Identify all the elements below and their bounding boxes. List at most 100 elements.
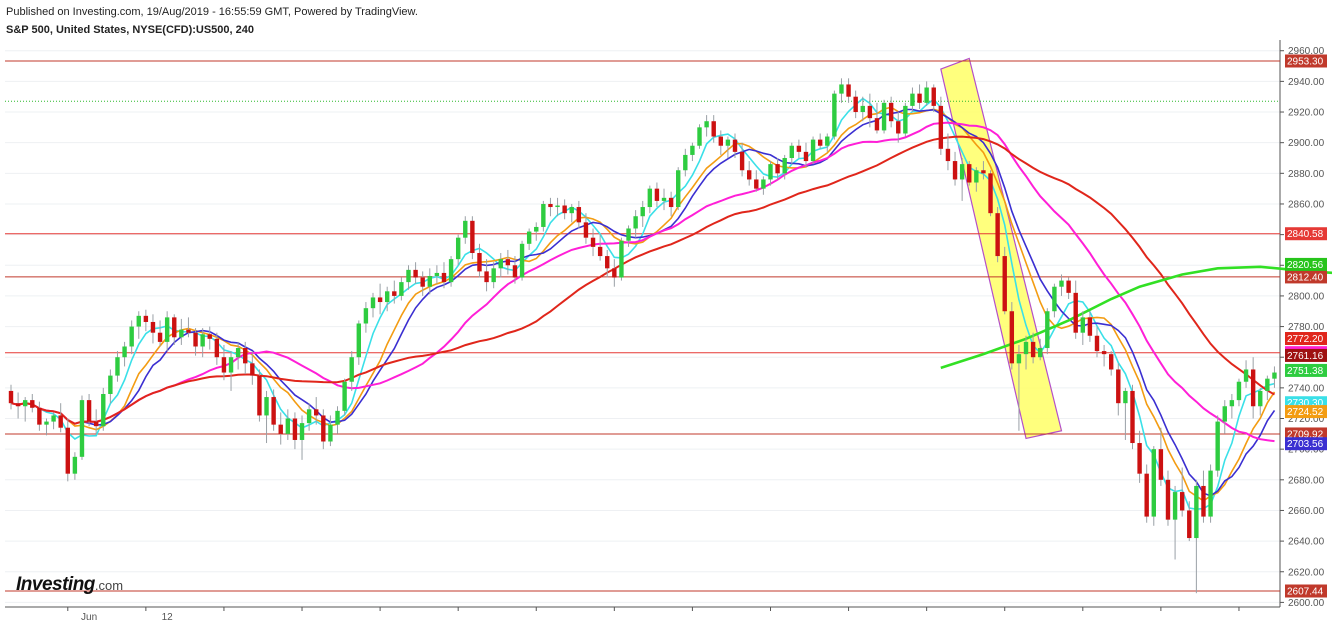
candle-body	[314, 409, 319, 416]
candle-body	[1208, 470, 1213, 517]
candle-body	[221, 357, 227, 373]
candle-body	[754, 179, 759, 189]
moving-average-line	[10, 106, 1276, 502]
candle-body	[1144, 473, 1149, 517]
candle-body	[1123, 390, 1128, 404]
logo-brand: Investing	[16, 574, 95, 595]
candle-body	[810, 139, 816, 162]
ma-badge-label: 2724.52	[1287, 407, 1324, 418]
candle-body	[541, 203, 546, 227]
candle-body	[441, 272, 447, 283]
candle-body	[888, 102, 894, 122]
ma-badge-box	[1285, 363, 1327, 377]
candle-body	[697, 127, 702, 146]
candle-body	[1080, 317, 1086, 333]
candle-body	[505, 259, 511, 266]
candle-body	[207, 334, 212, 339]
candle-body	[1108, 354, 1114, 370]
candle-body	[548, 203, 553, 208]
candle-body	[1038, 348, 1043, 358]
candle-body	[1094, 335, 1100, 352]
candle-body	[243, 348, 248, 364]
candle-body	[427, 275, 432, 287]
candle-body	[1165, 479, 1171, 520]
candle-body	[470, 220, 475, 254]
candle-body	[235, 348, 241, 358]
candle-body	[420, 277, 425, 287]
candle-body	[1222, 406, 1227, 422]
candle-body	[1059, 280, 1064, 287]
candle-body	[1023, 341, 1029, 355]
candle-body	[271, 397, 276, 425]
y-tick-label: 2860.00	[1288, 199, 1325, 210]
candle-body	[1151, 449, 1156, 517]
candle-body	[1016, 354, 1022, 364]
candle-body	[1158, 449, 1164, 480]
ma-badge-box	[1285, 437, 1327, 451]
y-tick-label: 2640.00	[1288, 537, 1325, 548]
candle-body	[1243, 369, 1249, 382]
candle-body	[1258, 390, 1263, 407]
ma-badge-box	[1285, 332, 1327, 346]
candle-body	[214, 338, 220, 358]
candle-body	[1265, 378, 1270, 391]
candle-body	[995, 213, 1000, 257]
candle-body	[896, 121, 901, 134]
symbol-line: S&P 500, United States, NYSE(CFD):US500,…	[6, 24, 254, 36]
level-badge-box	[1285, 227, 1327, 241]
level-badge-label: 2607.44	[1287, 587, 1324, 598]
level-badge-label: 2812.40	[1287, 272, 1324, 283]
candle-body	[193, 332, 198, 347]
candle-body	[150, 321, 156, 333]
horizontal-levels	[5, 60, 1280, 592]
price-axis: 2600.002620.002640.002660.002680.002700.…	[1280, 46, 1325, 609]
level-badge-label: 2953.30	[1287, 56, 1324, 67]
candle-body	[867, 105, 873, 119]
candle-body	[406, 269, 411, 283]
candle-body	[1002, 256, 1007, 312]
candle-body	[974, 170, 979, 183]
candle-body	[1009, 311, 1015, 364]
candle-body	[512, 265, 518, 278]
candle-body	[1137, 443, 1142, 474]
candle-body	[903, 105, 908, 134]
candle-body	[200, 334, 205, 347]
candle-body	[853, 96, 858, 113]
price-badges: 2953.302840.582812.402762.882709.922607.…	[1285, 54, 1327, 598]
candle-body	[93, 421, 99, 427]
ma-badge-box	[1285, 257, 1327, 271]
candle-body	[534, 226, 539, 232]
candle-body	[1250, 369, 1256, 407]
candle-body	[122, 346, 127, 358]
candle-body	[136, 315, 141, 327]
candle-body	[1187, 510, 1192, 539]
candle-body	[44, 421, 49, 425]
candle-body	[264, 397, 269, 416]
candle-body	[306, 409, 312, 424]
candle-body	[434, 272, 440, 276]
candle-body	[186, 329, 191, 333]
candle-body	[711, 121, 716, 137]
candle-body	[1130, 390, 1135, 444]
candle-body	[796, 145, 802, 152]
candle-body	[654, 188, 660, 201]
candle-body	[384, 291, 390, 303]
y-tick-label: 2900.00	[1288, 138, 1325, 149]
candle-body	[761, 179, 766, 189]
candles	[8, 78, 1277, 594]
candle-body	[661, 197, 667, 201]
candle-body	[37, 407, 42, 425]
candle-body	[448, 259, 454, 283]
candle-body	[335, 410, 340, 425]
ma-badge-box	[1285, 348, 1327, 362]
candle-body	[576, 207, 582, 223]
candle-body	[392, 291, 397, 296]
candle-body	[1066, 280, 1071, 293]
y-tick-label: 2940.00	[1288, 77, 1325, 88]
candle-body	[967, 164, 972, 183]
moving-average-line	[10, 121, 1275, 443]
candle-body	[1229, 400, 1235, 407]
candle-body	[881, 102, 887, 131]
candle-body	[959, 164, 965, 180]
